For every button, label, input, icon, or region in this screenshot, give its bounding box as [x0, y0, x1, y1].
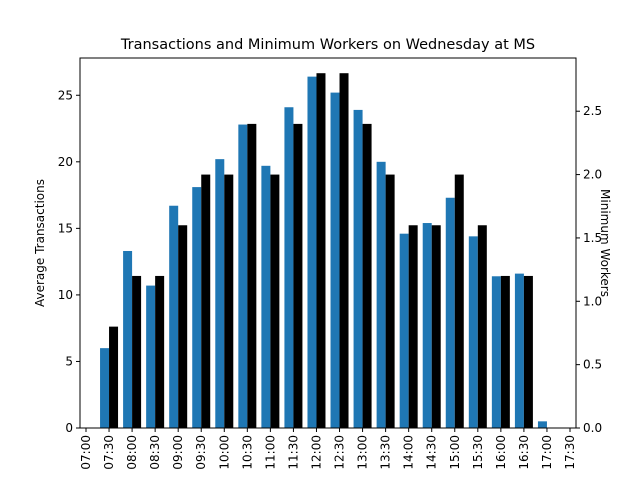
workers-series: [109, 73, 533, 429]
transactions-bar: [445, 197, 455, 428]
transactions-bar: [238, 124, 248, 429]
transactions-bar: [100, 348, 110, 428]
x-tick-label: 17:00: [540, 435, 554, 470]
x-tick-label: 10:00: [217, 435, 231, 470]
transactions-bar: [376, 161, 386, 429]
y-right-tick-label: 1.5: [583, 231, 602, 245]
y-tick-label: 15: [58, 221, 73, 235]
workers-bar: [201, 174, 211, 428]
transactions-bar: [169, 205, 179, 428]
y-right-tick-label: 2.5: [583, 104, 602, 118]
transactions-bar: [353, 109, 363, 429]
x-tick-label: 16:30: [517, 435, 531, 470]
y-right-tick-label: 2.0: [583, 168, 602, 182]
y-axis-label: Average Transactions: [33, 179, 47, 307]
transactions-bar: [330, 92, 340, 429]
transactions-bar: [491, 276, 501, 428]
x-tick-label: 15:00: [448, 435, 462, 470]
x-tick-label: 13:00: [356, 435, 370, 470]
x-tick-label: 07:00: [79, 435, 93, 470]
x-tick-label: 15:30: [471, 435, 485, 470]
x-axis: 07:00 07:30 08:00 08:30 09:00 09:30 10:00 10:30…: [79, 428, 577, 470]
transactions-bar: [399, 233, 409, 428]
y-tick-label: 5: [65, 354, 73, 368]
plot-frame: [79, 57, 577, 429]
x-tick-label: 11:30: [286, 435, 300, 470]
y-right-tick-label: 0.0: [583, 421, 602, 435]
workers-bar: [431, 225, 441, 428]
x-tick-label: 14:30: [425, 435, 439, 470]
x-tick-label: 12:00: [309, 435, 323, 470]
x-tick-label: 08:30: [148, 435, 162, 470]
y-tick-label: 0: [65, 421, 73, 435]
workers-bar: [500, 275, 510, 428]
left-y-axis: 0 5 10 15 20 25: [58, 88, 80, 435]
x-tick-label: 16:00: [494, 435, 508, 470]
x-tick-label: 11:00: [263, 435, 277, 470]
workers-bar: [247, 123, 257, 428]
workers-bar: [293, 123, 303, 428]
workers-bar: [155, 275, 165, 428]
x-tick-label: 09:30: [194, 435, 208, 470]
right-y-axis: 0.0 0.5 1.0 1.5 2.0 2.5: [576, 104, 602, 435]
workers-bar: [270, 174, 280, 428]
y-tick-label: 25: [58, 88, 73, 102]
x-tick-label: 09:00: [171, 435, 185, 470]
workers-bar: [408, 225, 418, 428]
transactions-bar: [514, 273, 524, 428]
workers-bar: [362, 123, 372, 428]
transactions-bar: [215, 159, 225, 429]
workers-bar: [454, 174, 464, 428]
x-tick-label: 14:00: [402, 435, 416, 470]
transactions-bar: [192, 187, 202, 428]
transactions-bar: [422, 223, 432, 428]
y-tick-label: 10: [58, 288, 73, 302]
y-right-tick-label: 1.0: [583, 294, 602, 308]
x-tick-label: 13:30: [379, 435, 393, 470]
x-tick-label: 10:30: [240, 435, 254, 470]
y-axis-right-label: Minimum Workers: [598, 189, 612, 297]
x-tick-label: 07:30: [102, 435, 116, 470]
transactions-series: [100, 76, 547, 429]
workers-bar: [109, 326, 119, 428]
transactions-bar: [261, 165, 271, 428]
workers-bar: [316, 73, 326, 429]
x-tick-label: 08:00: [125, 435, 139, 470]
workers-bar: [339, 73, 349, 429]
workers-bar: [523, 275, 533, 428]
y-tick-label: 20: [58, 155, 73, 169]
y-right-tick-label: 0.5: [583, 358, 602, 372]
transactions-bar: [307, 76, 317, 429]
workers-bar: [385, 174, 395, 428]
workers-bar: [132, 275, 142, 428]
workers-bar: [477, 225, 487, 428]
chart-title: Transactions and Minimum Workers on Wedn…: [120, 37, 535, 53]
transactions-bar: [146, 285, 156, 428]
transactions-bar: [537, 421, 547, 428]
transactions-bar: [123, 250, 133, 428]
x-tick-label: 12:30: [333, 435, 347, 470]
workers-bar: [224, 174, 234, 428]
workers-bar: [178, 225, 188, 428]
transactions-bar: [284, 107, 294, 429]
x-tick-label: 17:30: [563, 435, 577, 470]
transactions-bar: [468, 236, 478, 428]
